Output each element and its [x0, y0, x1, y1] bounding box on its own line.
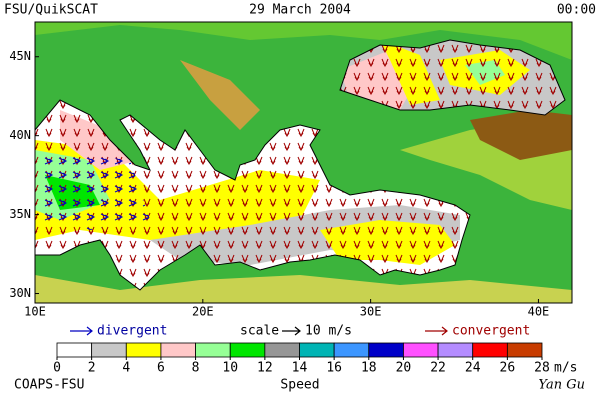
- colorbar-cell: [368, 342, 404, 358]
- colorbar-cell: [229, 342, 266, 358]
- lon-tick-label: 40E: [528, 305, 550, 319]
- legend: divergent scale 10 m/s convergent: [70, 324, 530, 339]
- colorbar-label: 8: [192, 361, 200, 376]
- scale-value: 10 m/s: [305, 324, 352, 339]
- colorbar-label: 26: [500, 361, 516, 376]
- footer-left: COAPS-FSU: [14, 378, 84, 393]
- colorbar-label: 18: [361, 361, 377, 376]
- colorbar-cell: [333, 342, 370, 358]
- scale-arrow: [282, 326, 301, 336]
- colorbar-cell: [403, 342, 439, 358]
- lat-tick-label: 40N: [9, 128, 31, 142]
- header-center: 29 March 2004: [249, 3, 351, 18]
- header-right: 00:00: [557, 3, 596, 18]
- colorbar-cell: [160, 342, 196, 358]
- lat-tick-label: 30N: [9, 286, 31, 300]
- colorbar-label: 6: [157, 361, 165, 376]
- colorbar-label: 0: [53, 361, 61, 376]
- lon-tick-label: 30E: [360, 305, 382, 319]
- colorbar-label: 20: [396, 361, 412, 376]
- colorbar-label: 16: [326, 361, 342, 376]
- lon-tick-label: 10E: [24, 305, 46, 319]
- colorbar-cell: [299, 342, 335, 358]
- colorbar-cell: [195, 342, 231, 358]
- colorbar-cell: [125, 342, 162, 358]
- colorbar-label: 12: [257, 361, 273, 376]
- colorbar-title: Speed: [280, 378, 319, 393]
- header-left: FSU/QuikSCAT: [4, 3, 98, 18]
- divergent-label: divergent: [97, 324, 167, 339]
- colorbar-label: 28: [534, 361, 550, 376]
- terrain: [35, 22, 572, 60]
- colorbar-unit: m/s: [554, 361, 577, 376]
- colorbar-cell: [56, 342, 93, 358]
- colorbar-cell: [91, 342, 127, 358]
- colorbar-label: 24: [465, 361, 481, 376]
- colorbar-cell: [472, 342, 508, 358]
- colorbar-cell: [437, 342, 474, 358]
- lon-tick-label: 20E: [192, 305, 214, 319]
- colorbar-label: 14: [292, 361, 308, 376]
- terrain: [180, 60, 260, 130]
- map-frame: [34, 21, 573, 304]
- map: [34, 21, 573, 304]
- divergent-arrow: [70, 326, 93, 336]
- convergent-arrow: [425, 326, 448, 336]
- colorbar-label: 10: [222, 361, 238, 376]
- scale-label: scale: [240, 324, 279, 339]
- colorbar-label: 4: [122, 361, 130, 376]
- lat-tick-label: 35N: [9, 207, 31, 221]
- terrain: [35, 275, 572, 303]
- colorbar-label: 22: [430, 361, 446, 376]
- colorbar-cell: [264, 342, 300, 358]
- footer-right: Yan Gu: [538, 378, 585, 393]
- colorbar-cell: [506, 342, 543, 358]
- coastline: [339, 39, 566, 116]
- terrain: [470, 110, 572, 160]
- convergent-label: convergent: [452, 324, 530, 339]
- colorbar-label: 2: [88, 361, 96, 376]
- lat-tick-label: 45N: [9, 49, 31, 63]
